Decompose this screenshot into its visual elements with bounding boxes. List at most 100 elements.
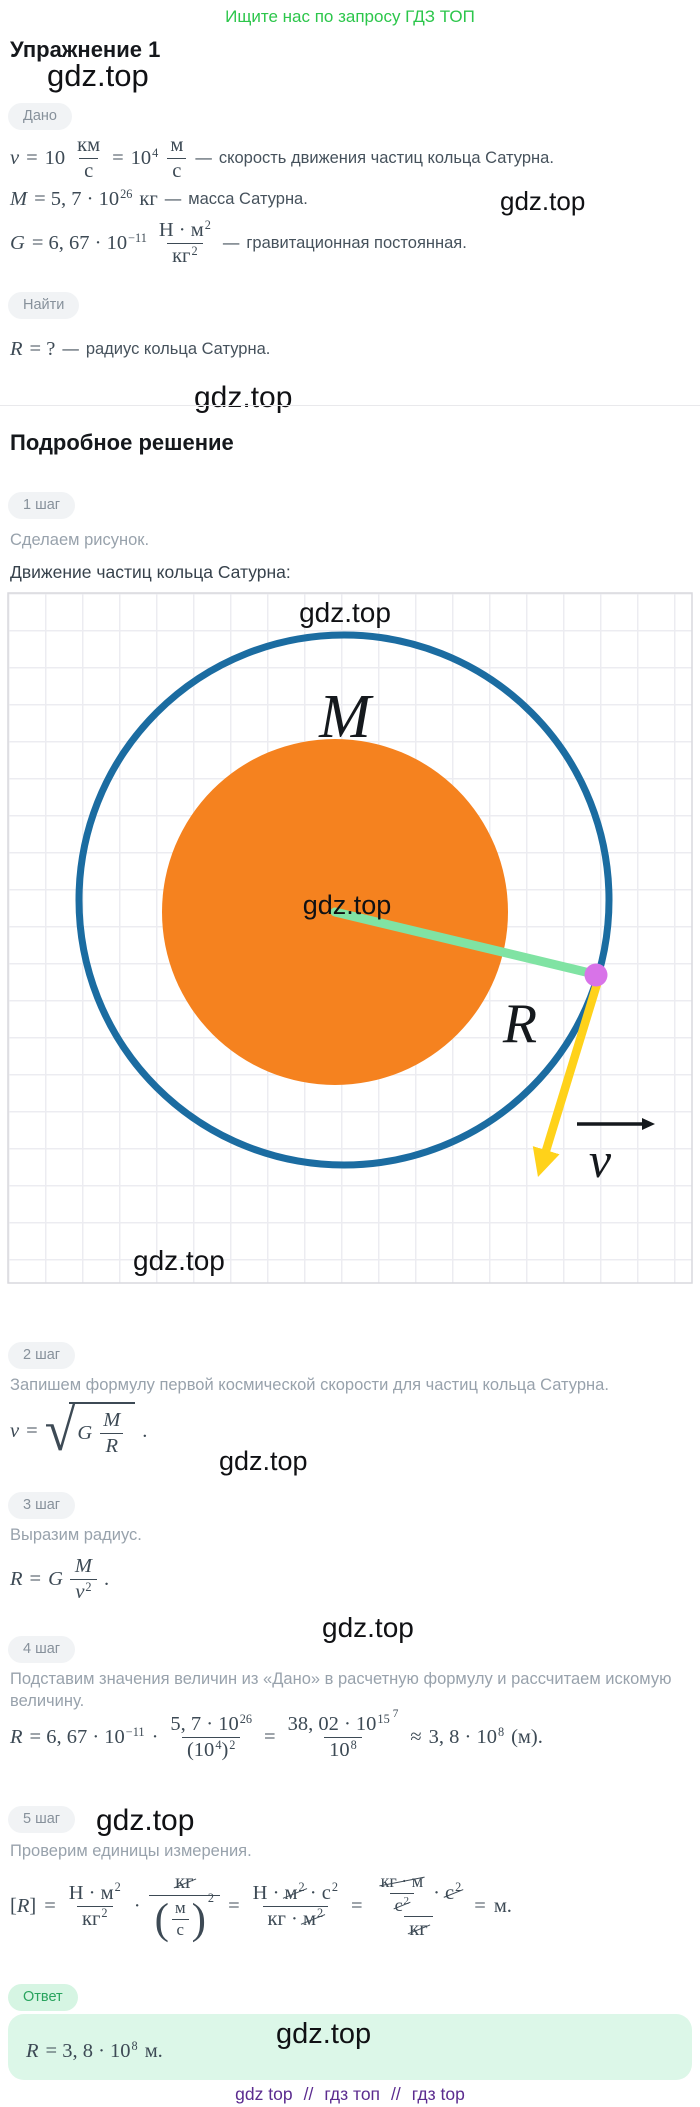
units: Н · (252, 1881, 280, 1904)
paren: ( (154, 1896, 169, 1944)
fraction-denominator: кг · м2 (262, 1905, 329, 1932)
fraction-numerator: Н · м2 (64, 1881, 126, 1906)
period: . (103, 1568, 110, 1590)
step4-badge-wrap: 4 шаг (8, 1636, 76, 1664)
answer-badge-wrap: Ответ (8, 1984, 78, 2012)
fraction-denominator: с (79, 158, 99, 184)
fraction-denominator: кг2 (167, 243, 203, 269)
mass-value: = 5, 7 · 1026 (34, 186, 133, 211)
step2-badge: 2 шаг (8, 1342, 76, 1370)
fraction-denominator: 108 (324, 1737, 362, 1763)
exponent: 4 (215, 1737, 222, 1752)
given-gravity-line: G = 6, 67 · 10−11 Н · м2 кг2 — гравитаци… (10, 218, 467, 269)
unit-s: с (394, 1894, 403, 1915)
fraction-numerator: м (170, 134, 184, 156)
equals-sign: = (29, 1568, 42, 1590)
find-badge: Найти (8, 292, 80, 320)
exponent: 2 (298, 1880, 305, 1895)
watermark: gdz.top (219, 1446, 308, 1476)
fraction-numerator: кг · м с2 · с2 (371, 1870, 467, 1915)
equals-sign: = (26, 147, 38, 169)
fraction-denominator: (104)2 (181, 1737, 241, 1763)
section-divider (0, 405, 700, 406)
fraction-numerator: кг (170, 1870, 198, 1895)
saturn-ring-diagram: M R v gdz.top gdz.top gdz.top (0, 592, 700, 1290)
step4-text: Подставим значения величин из «Дано» в р… (10, 1670, 672, 1711)
exponent: 8 (350, 1737, 357, 1752)
exponent: 2 (114, 1880, 121, 1895)
multiply-dot: · (151, 1726, 159, 1748)
exponent: 15 (377, 1711, 390, 1726)
fraction-numerator: 5, 7 · 1026 (165, 1712, 257, 1737)
exponent: 26 (120, 186, 133, 201)
value: 5, 7 · 10 (170, 1713, 239, 1735)
watermark: gdz.top (47, 58, 149, 93)
exponent: 8 (497, 1724, 505, 1739)
period: . (142, 1420, 148, 1442)
exponent: 2 (229, 1737, 236, 1752)
multiply-dot: · (433, 1881, 440, 1904)
cancelled-s2: с2 (395, 1894, 409, 1916)
var-G: G (48, 1568, 63, 1590)
value: 6, 67 · 10 (48, 232, 128, 254)
var-v: v (75, 1581, 85, 1603)
solution-title: Подробное решение (10, 430, 234, 455)
fraction-numerator: M (103, 1409, 121, 1431)
step2-text: Запишем формулу первой космической скоро… (10, 1376, 609, 1394)
step1-text: Сделаем рисунок. (10, 531, 150, 549)
cancelled-m2: м2 (303, 1907, 323, 1932)
footer-link-gdz-top-ru[interactable]: гдз топ (324, 2084, 381, 2104)
fraction-denominator: с (171, 1918, 189, 1941)
radical-symbol: √ (44, 1398, 76, 1464)
step4-formula: R = 6, 67 · 10−11 · 5, 7 · 1026 (104)2 =… (10, 1708, 543, 1763)
fraction-denominator: с2 (389, 1892, 415, 1916)
units: кг (81, 1907, 101, 1930)
value: 6, 67 · 10 (46, 1726, 125, 1748)
footer-link-gdz-top[interactable]: gdz top (235, 2084, 293, 2104)
cancelled-kg-m: кг · м (380, 1871, 424, 1892)
given-badge: Дано (8, 103, 72, 131)
fraction-numerator: M (74, 1555, 92, 1577)
fraction-mass-over-v2: 5, 7 · 1026 (104)2 (165, 1712, 257, 1763)
promo-banner: Ищите нас по запросу ГДЗ ТОП (225, 7, 475, 26)
units: · с (309, 1881, 331, 1904)
exponent: 2 (403, 1895, 410, 1908)
find-badge-wrap: Найти (8, 292, 80, 320)
fraction-result: 38, 02 · 1015 7 108 (283, 1708, 404, 1763)
unit-kg: кг (139, 188, 158, 210)
watermark: gdz.top (276, 2018, 372, 2050)
square-root: √ G M R (45, 1402, 136, 1461)
step2-formula: v = √ G M R . (10, 1402, 147, 1461)
watermark: gdz.top (194, 381, 293, 414)
equals-sign: = (29, 1726, 42, 1748)
var-v: v (10, 1420, 20, 1442)
answer-formula: R = 3, 8 · 108 м. (26, 2039, 163, 2063)
result-value: 3, 8 · 108 (429, 1724, 505, 1749)
base: 10 (130, 147, 152, 169)
var-G: G (10, 232, 25, 254)
watermark: gdz.top (322, 1612, 414, 1643)
answer-badge: Ответ (8, 1984, 78, 2012)
exponent: 2 (101, 1906, 108, 1921)
exponent: 2 (331, 1880, 339, 1895)
watermark: gdz.top (303, 890, 392, 920)
equals-sign: = (34, 188, 46, 210)
fraction-numerator: Н · м2 (154, 218, 216, 243)
fraction-denominator: R (100, 1433, 124, 1459)
watermark: gdz.top (500, 186, 586, 216)
footer-link-gdz-top-mixed[interactable]: гдз top (411, 2084, 465, 2104)
gravity-value: = 6, 67 · 10−11 (32, 231, 147, 255)
footer-links: gdz top // гдз топ // гдз top (0, 2084, 700, 2105)
ring-particle-dot (584, 963, 608, 987)
footer-separator: // (303, 2084, 314, 2104)
step3-badge: 3 шаг (8, 1492, 76, 1520)
exponent: 2 (191, 243, 198, 258)
step1-badge-wrap: 1 шаг (8, 492, 76, 520)
exponent: 2 (85, 1579, 92, 1594)
answer-value: = 3, 8 · 108 (46, 2039, 138, 2063)
equals-question: = ? (29, 338, 56, 360)
equals-sign: = (474, 1894, 486, 1917)
